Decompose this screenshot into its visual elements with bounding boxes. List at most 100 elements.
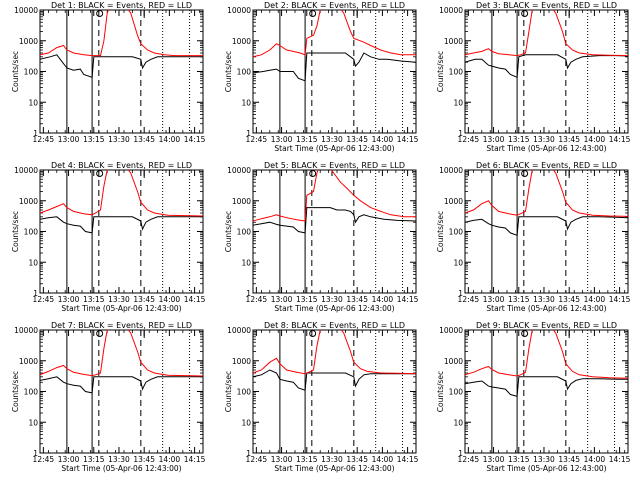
- y-tick-label: 1000: [19, 37, 38, 46]
- y-tick-label: 1: [458, 289, 463, 298]
- bracket-marker: [143, 169, 150, 178]
- plot-frame: [464, 329, 629, 454]
- panel-det-6: Det 6: BLACK = Events, RED = LLD 1 10 100 10…: [436, 161, 631, 313]
- circle-marker: [309, 10, 317, 17]
- x-axis-label: Start Time (05-Apr-06 12:43:00): [486, 464, 606, 473]
- panel-title: Det 4: BLACK = Events, RED = LLD: [51, 161, 192, 170]
- y-tick-label: 10000: [14, 6, 38, 15]
- x-tick-label: 14:15: [184, 295, 206, 304]
- y-tick-label: 100: [237, 228, 252, 237]
- panel-det-9: Det 9: BLACK = Events, RED = LLD 1 10 100 10…: [436, 321, 631, 473]
- circle-marker: [309, 330, 317, 337]
- y-axis-label: Counts/sec: [224, 371, 233, 412]
- x-tick-label: 13:45: [346, 135, 368, 144]
- y-tick-label: 1: [458, 449, 463, 458]
- x-tick-label: 13:00: [58, 455, 80, 464]
- panel-title: Det 5: BLACK = Events, RED = LLD: [264, 161, 405, 170]
- panel-title: Det 1: BLACK = Events, RED = LLD: [51, 1, 192, 10]
- panel-title: Det 8: BLACK = Events, RED = LLD: [264, 321, 405, 330]
- y-tick-label: 10000: [227, 166, 251, 175]
- x-tick-label: 13:00: [271, 135, 293, 144]
- x-tick-label: 14:15: [184, 135, 206, 144]
- panel-det-5: Det 5: BLACK = Events, RED = LLD 1 10 100 10…: [224, 161, 419, 313]
- lld-series-line: [40, 170, 203, 217]
- events-series-line: [465, 376, 628, 397]
- x-tick-label: 13:30: [108, 295, 130, 304]
- x-tick-label: 13:00: [483, 455, 505, 464]
- y-tick-label: 10: [28, 418, 38, 427]
- y-tick-label: 1000: [444, 197, 463, 206]
- y-tick-label: 10: [453, 98, 463, 107]
- y-axis-label: Counts/sec: [224, 211, 233, 252]
- x-tick-label: 13:15: [508, 455, 530, 464]
- x-tick-label: 13:45: [558, 135, 580, 144]
- lld-series-line: [253, 330, 416, 375]
- y-tick-label: 100: [449, 228, 464, 237]
- y-tick-label: 100: [237, 388, 252, 397]
- x-tick-label: 13:45: [133, 455, 155, 464]
- x-tick-label: 12:45: [458, 135, 480, 144]
- x-tick-label: 13:30: [108, 455, 130, 464]
- bracket-marker: [356, 329, 363, 338]
- plot-frame: [252, 329, 417, 454]
- y-tick-label: 1000: [232, 357, 251, 366]
- bracket-marker: [356, 9, 363, 18]
- x-tick-label: 12:45: [246, 135, 268, 144]
- bracket-marker: [143, 9, 150, 18]
- y-tick-label: 10: [241, 258, 251, 267]
- events-series-line: [40, 376, 203, 394]
- y-axis-label: Counts/sec: [436, 51, 445, 92]
- x-tick-label: 13:15: [83, 135, 105, 144]
- bracket-marker: [143, 329, 150, 338]
- lld-series-line: [40, 330, 203, 377]
- x-tick-label: 13:15: [296, 135, 318, 144]
- y-tick-label: 1: [33, 129, 38, 138]
- y-tick-label: 10: [453, 258, 463, 267]
- x-tick-label: 13:30: [533, 455, 555, 464]
- plot-frame: [39, 329, 204, 454]
- x-tick-label: 14:15: [609, 295, 631, 304]
- bracket-marker: [568, 169, 575, 178]
- y-tick-label: 1000: [232, 37, 251, 46]
- circle-marker: [96, 330, 104, 337]
- x-axis-label: Start Time (05-Apr-06 12:43:00): [61, 304, 181, 313]
- x-tick-label: 14:00: [584, 135, 606, 144]
- panel-det-3: Det 3: BLACK = Events, RED = LLD 1 10 100 10…: [436, 1, 631, 153]
- events-series-line: [253, 207, 416, 234]
- y-axis-label: Counts/sec: [436, 211, 445, 252]
- events-series-line: [465, 216, 628, 236]
- y-tick-label: 10000: [227, 326, 251, 335]
- y-tick-label: 1000: [232, 197, 251, 206]
- x-tick-label: 13:15: [296, 455, 318, 464]
- x-tick-label: 13:00: [483, 295, 505, 304]
- plot-frame: [252, 9, 417, 134]
- events-series-line: [253, 52, 416, 82]
- x-tick-label: 13:45: [133, 295, 155, 304]
- y-tick-label: 100: [24, 388, 39, 397]
- y-tick-label: 100: [24, 228, 39, 237]
- y-tick-label: 10000: [439, 6, 463, 15]
- x-tick-label: 13:00: [271, 295, 293, 304]
- x-tick-label: 13:30: [321, 295, 343, 304]
- panel-det-1: Det 1: BLACK = Events, RED = LLD 1 10 100 10…: [11, 1, 206, 144]
- panel-title: Det 6: BLACK = Events, RED = LLD: [476, 161, 617, 170]
- lld-series-line: [465, 170, 628, 217]
- y-tick-label: 10: [28, 98, 38, 107]
- y-tick-label: 1: [458, 129, 463, 138]
- x-axis-label: Start Time (05-Apr-06 12:43:00): [274, 144, 394, 153]
- x-tick-label: 14:00: [584, 295, 606, 304]
- x-tick-label: 14:15: [609, 455, 631, 464]
- y-tick-label: 10000: [439, 326, 463, 335]
- x-axis-label: Start Time (05-Apr-06 12:43:00): [274, 464, 394, 473]
- x-tick-label: 14:00: [159, 455, 181, 464]
- x-tick-label: 13:00: [58, 295, 80, 304]
- events-series-line: [40, 54, 203, 78]
- plot-frame: [39, 9, 204, 134]
- lld-series-line: [40, 10, 203, 57]
- x-tick-label: 13:00: [483, 135, 505, 144]
- x-tick-label: 13:15: [83, 455, 105, 464]
- x-tick-label: 12:45: [33, 135, 55, 144]
- y-tick-label: 100: [449, 68, 464, 77]
- x-tick-label: 14:15: [397, 135, 419, 144]
